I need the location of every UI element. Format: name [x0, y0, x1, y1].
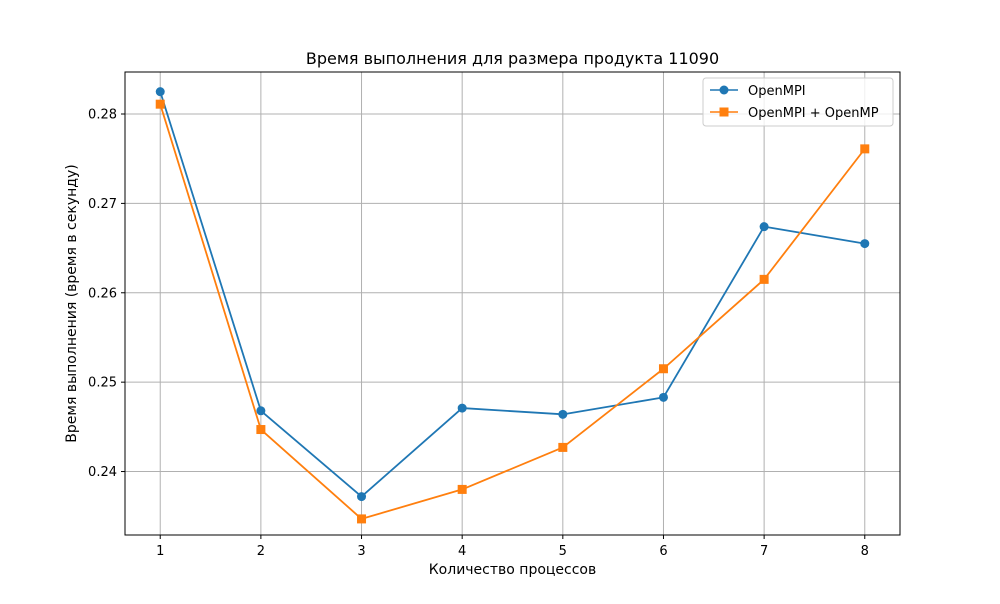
x-tick-label: 5	[559, 544, 567, 559]
data-point-openmpi	[457, 403, 467, 413]
data-point-openmpi-openmp	[457, 484, 467, 494]
series-line-openmpi-openmp	[159, 103, 866, 520]
y-tick-label: 0.25	[88, 376, 117, 391]
x-tick-label: 3	[357, 544, 365, 559]
x-tick-label: 6	[659, 544, 667, 559]
data-point-openmpi	[155, 87, 165, 97]
legend-label-openmpi-openmp: OpenMPI + OpenMP	[748, 106, 879, 121]
legend-label-openmpi: OpenMPI	[748, 84, 806, 99]
chart-title: Время выполнения для размера продукта 11…	[306, 49, 719, 68]
y-tick-label: 0.24	[88, 465, 117, 480]
y-tick-label: 0.27	[88, 197, 117, 212]
data-point-openmpi	[256, 406, 266, 416]
x-axis-ticks: 1 2 3 4 5 6 7 8	[156, 535, 869, 559]
legend-marker-openmpi	[719, 85, 729, 95]
data-point-openmpi-openmp	[558, 442, 568, 452]
data-point-openmpi-openmp	[759, 274, 769, 284]
x-tick-label: 7	[760, 544, 768, 559]
x-tick-label: 2	[257, 544, 265, 559]
y-tick-label: 0.26	[88, 286, 117, 301]
legend-marker-openmpi-openmp	[719, 107, 729, 117]
data-point-openmpi-openmp	[357, 514, 367, 524]
series-line-openmpi	[159, 91, 865, 498]
plot-frame	[124, 71, 901, 536]
data-point-openmpi-openmp	[256, 425, 266, 435]
y-tick-label: 0.28	[88, 108, 117, 123]
data-point-openmpi-openmp	[155, 99, 165, 109]
x-tick-label: 1	[156, 544, 164, 559]
legend: OpenMPI OpenMPI + OpenMP	[702, 77, 894, 127]
data-point-openmpi	[658, 392, 668, 402]
x-tick-label: 8	[861, 544, 869, 559]
plot-series	[155, 87, 870, 524]
x-axis-label: Количество процессов	[429, 562, 597, 578]
legend-box	[702, 77, 894, 127]
data-point-openmpi	[558, 409, 568, 419]
data-point-openmpi	[759, 222, 769, 232]
data-point-openmpi-openmp	[658, 364, 668, 374]
y-axis-ticks: 0.24 0.25 0.26 0.27 0.28	[88, 108, 125, 480]
x-tick-label: 4	[458, 544, 466, 559]
data-point-openmpi	[860, 239, 870, 249]
y-axis-label: Время выполнения (время в секунду)	[64, 164, 80, 442]
data-point-openmpi-openmp	[860, 144, 870, 154]
data-point-openmpi	[357, 492, 367, 502]
